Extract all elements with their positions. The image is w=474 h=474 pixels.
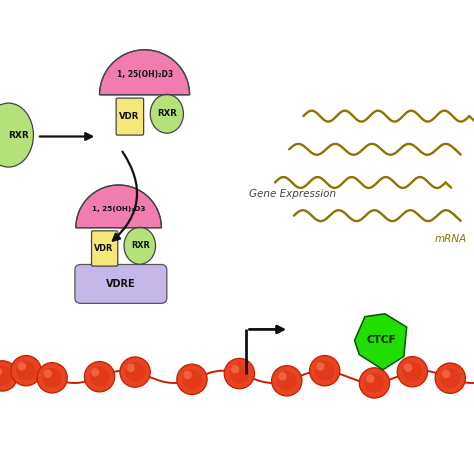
Circle shape [310,356,340,386]
Text: RXR: RXR [8,131,28,139]
FancyBboxPatch shape [116,98,144,135]
Circle shape [91,368,100,377]
Circle shape [272,365,302,396]
Circle shape [231,365,239,374]
Text: CTCF: CTCF [367,335,396,346]
Circle shape [365,373,384,393]
Circle shape [84,362,115,392]
Circle shape [11,356,41,386]
Circle shape [37,363,67,393]
Circle shape [315,361,335,381]
Circle shape [316,362,325,371]
Circle shape [125,362,145,382]
Text: mRNA: mRNA [435,234,467,245]
FancyBboxPatch shape [91,231,118,266]
Text: 1, 25(OH)₂D3: 1, 25(OH)₂D3 [92,206,146,212]
Circle shape [183,371,192,379]
Circle shape [127,364,135,372]
Circle shape [18,362,26,371]
Circle shape [397,356,428,387]
Circle shape [0,361,18,391]
Wedge shape [76,185,162,228]
Text: 1, 25(OH)₂D3: 1, 25(OH)₂D3 [117,71,173,79]
Ellipse shape [124,228,155,264]
Circle shape [440,368,460,388]
Circle shape [229,364,249,383]
Circle shape [16,361,36,381]
Text: Gene Expression: Gene Expression [249,189,336,200]
FancyArrowPatch shape [113,152,137,241]
Circle shape [359,368,390,398]
Text: RXR: RXR [131,241,150,250]
FancyBboxPatch shape [75,264,167,303]
Circle shape [120,357,150,387]
Circle shape [278,372,287,381]
Circle shape [177,364,207,394]
Circle shape [0,367,2,376]
Circle shape [224,358,255,389]
Circle shape [277,371,297,391]
Circle shape [442,370,450,378]
Circle shape [404,363,412,372]
Ellipse shape [0,103,33,167]
Text: VDR: VDR [94,244,113,253]
Circle shape [44,369,52,378]
Polygon shape [355,314,407,370]
Circle shape [90,367,109,387]
Circle shape [402,362,422,382]
Circle shape [366,374,374,383]
Circle shape [182,369,202,389]
Wedge shape [100,50,190,95]
Ellipse shape [150,94,183,133]
Text: VDR: VDR [119,112,139,121]
Circle shape [435,363,465,393]
Text: VDRE: VDRE [106,279,136,289]
Circle shape [0,366,12,386]
Circle shape [42,368,62,388]
Text: RXR: RXR [157,109,177,118]
